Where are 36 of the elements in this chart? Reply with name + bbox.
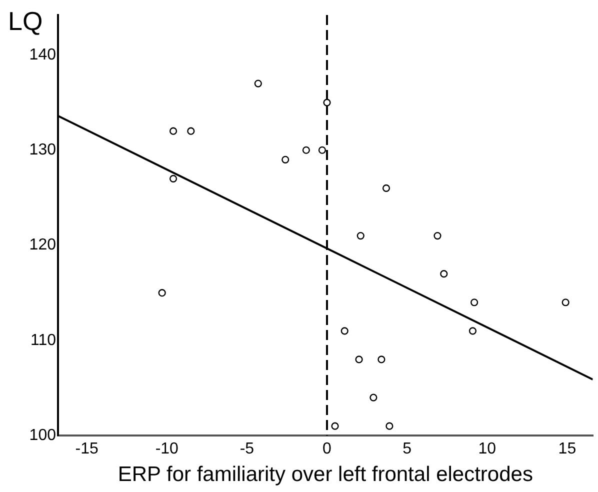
point — [187, 127, 195, 135]
y-tick-label: 110 — [30, 332, 56, 349]
point — [562, 298, 570, 306]
point — [378, 356, 386, 364]
y-tick-label: 100 — [29, 427, 56, 444]
point — [370, 394, 378, 402]
x-tick-label: -5 — [240, 440, 254, 458]
point — [169, 174, 178, 182]
y-tick-label: 140 — [29, 46, 56, 64]
x-tick-label: -15 — [75, 440, 98, 458]
point — [355, 356, 363, 364]
point — [356, 232, 364, 240]
point — [169, 127, 178, 135]
x-tick-label: -10 — [155, 440, 179, 458]
point — [323, 98, 331, 106]
point — [318, 146, 326, 154]
y-axis-title: LQ — [8, 6, 43, 36]
point — [470, 298, 478, 306]
point — [340, 327, 348, 335]
point — [282, 156, 290, 164]
point — [386, 422, 394, 430]
point — [440, 270, 448, 278]
x-tick-label: 10 — [478, 440, 496, 458]
x-tick-label: 0 — [322, 440, 332, 458]
point — [434, 232, 442, 240]
point — [331, 422, 339, 430]
y-tick-label: 130 — [29, 142, 56, 159]
point — [254, 80, 262, 88]
x-tick-label: 15 — [558, 440, 576, 458]
x-tick-label: 5 — [402, 440, 412, 458]
x-axis-title: ERP for familiarity over left frontal electrodes — [118, 463, 533, 486]
point — [468, 327, 477, 335]
point — [382, 184, 390, 192]
point — [158, 289, 166, 297]
y-tick-label: 120 — [29, 236, 56, 254]
point — [302, 146, 310, 154]
